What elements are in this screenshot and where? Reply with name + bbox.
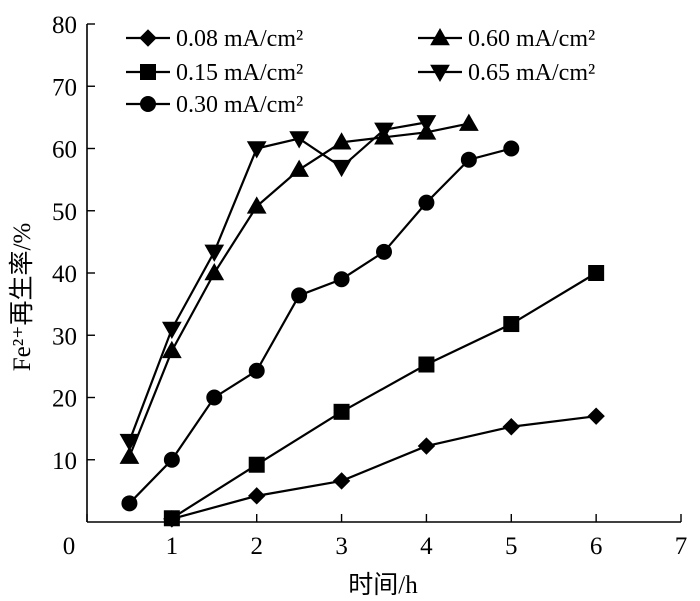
- data-point: [119, 446, 140, 464]
- legend-label: 0.60 mA/cm²: [468, 26, 595, 52]
- legend-label: 0.08 mA/cm²: [176, 26, 303, 52]
- y-tick-label: 60: [52, 137, 77, 164]
- data-point: [458, 113, 479, 131]
- data-point: [502, 418, 520, 436]
- x-tick-label: 5: [505, 533, 518, 560]
- series-line: [128, 147, 512, 505]
- data-point: [416, 115, 437, 133]
- legend-item: 0.15 mA/cm²: [126, 60, 303, 86]
- legend-marker: [430, 27, 450, 46]
- legend-marker: [430, 64, 450, 83]
- x-tick-label: 7: [675, 533, 688, 560]
- data-point: [418, 194, 435, 211]
- data-point: [204, 262, 225, 281]
- legend-label: 0.15 mA/cm²: [176, 60, 303, 86]
- y-tick-label: 70: [52, 74, 77, 101]
- series-layer: [119, 113, 605, 528]
- data-point: [376, 243, 392, 260]
- x-tick-label: 4: [420, 533, 433, 560]
- data-point: [417, 437, 436, 455]
- series-line: [128, 121, 427, 442]
- legend-item: 0.65 mA/cm²: [418, 60, 595, 86]
- data-point: [503, 140, 520, 157]
- data-point: [587, 407, 605, 425]
- y-tick-label: 80: [52, 12, 77, 39]
- legend-label: 0.30 mA/cm²: [176, 92, 303, 118]
- data-point: [119, 433, 140, 452]
- x-axis-title: 时间/h: [348, 571, 418, 599]
- x-tick-label: 6: [590, 533, 603, 560]
- data-point: [163, 451, 180, 468]
- data-point: [332, 472, 351, 490]
- data-point: [163, 510, 180, 527]
- data-point: [248, 456, 265, 473]
- data-point: [418, 356, 435, 373]
- y-tick-label: 30: [52, 323, 77, 350]
- series-line: [171, 415, 597, 520]
- data-point: [331, 159, 352, 178]
- data-point: [248, 362, 265, 379]
- legend-marker: [140, 96, 156, 112]
- x-tick-label: 3: [335, 533, 348, 560]
- legend-item: 0.30 mA/cm²: [126, 92, 303, 118]
- x-tick-label: 1: [166, 533, 179, 560]
- legend-marker: [139, 29, 157, 47]
- data-point: [161, 321, 182, 340]
- series-circle: [121, 140, 520, 512]
- legend-marker: [140, 64, 156, 80]
- axes: 0 1 2 3 4 5 6 7 10 20 30 40 50 60 70 80: [52, 12, 687, 560]
- data-point: [291, 287, 308, 304]
- data-point: [289, 131, 310, 149]
- series-diamond: [163, 407, 605, 528]
- data-point: [121, 495, 138, 512]
- data-point: [248, 487, 266, 505]
- y-axis-title: Fe²⁺再生率/%: [8, 223, 36, 371]
- data-point: [503, 316, 520, 333]
- series-line: [171, 272, 597, 520]
- data-point: [246, 141, 267, 159]
- data-point: [206, 389, 223, 406]
- legend-item: 0.60 mA/cm²: [418, 26, 595, 52]
- legend: 0.08 mA/cm² 0.15 mA/cm² 0.30 mA/cm² 0.60 mA…: [126, 26, 595, 118]
- x-tick-label: 2: [250, 533, 263, 560]
- series-triangle-up: [119, 113, 479, 464]
- data-point: [204, 244, 225, 262]
- data-point: [588, 265, 605, 281]
- data-point: [374, 122, 394, 140]
- x-tick-label: 0: [63, 533, 76, 560]
- y-tick-label: 50: [52, 199, 77, 226]
- data-point: [460, 151, 477, 168]
- legend-label: 0.65 mA/cm²: [468, 60, 595, 86]
- y-tick-label: 20: [52, 386, 77, 413]
- y-tick-label: 40: [52, 261, 77, 288]
- series-square: [163, 265, 605, 527]
- data-point: [289, 159, 310, 177]
- y-tick-label: 10: [52, 448, 77, 475]
- series-triangle-down: [119, 115, 437, 452]
- data-point: [333, 403, 350, 420]
- data-point: [333, 271, 350, 288]
- legend-item: 0.08 mA/cm²: [126, 26, 303, 52]
- data-point: [161, 340, 182, 359]
- data-point: [246, 196, 267, 214]
- data-point: [331, 132, 352, 150]
